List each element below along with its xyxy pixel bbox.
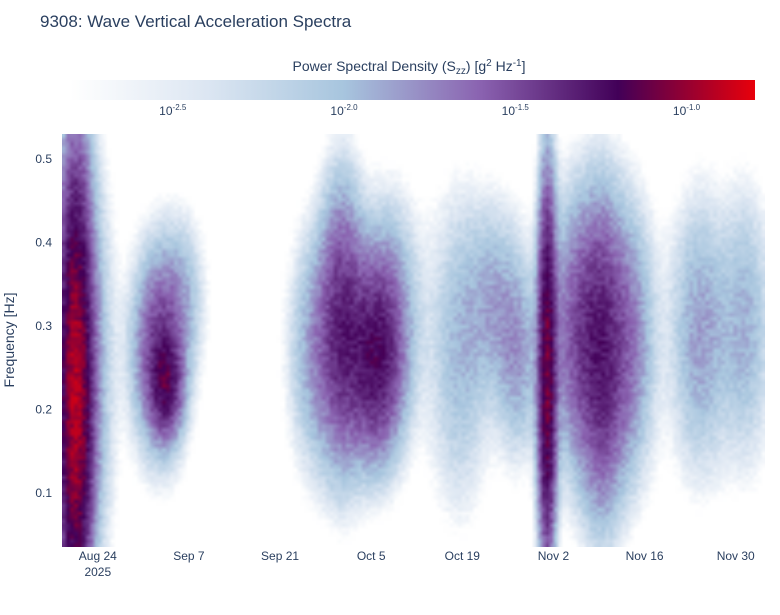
x-tick-label: Sep 7 — [173, 549, 205, 563]
x-tick-label: Sep 21 — [261, 549, 299, 563]
x-tick-label: Nov 16 — [626, 549, 664, 563]
x-tick-label: Oct 5 — [357, 549, 386, 563]
x-tick-label: Nov 30 — [717, 549, 755, 563]
y-tick-label: 0.3 — [35, 319, 52, 333]
colorbar-tick-label: 10-1.0 — [673, 103, 701, 118]
plot-area: 0.1 0.2 0.3 0.4 0.5 Aug 24 2025 Sep 7 Sep 21 Oct… — [1, 134, 765, 579]
colorbar: Power Spectral Density (Szz) [g2 Hz-1] 1… — [70, 58, 755, 118]
y-axis-label: Frequency [Hz] — [1, 293, 17, 388]
heatmap-image — [62, 134, 765, 547]
colorbar-gradient — [70, 80, 755, 100]
colorbar-tick-label: 10-2.5 — [159, 103, 187, 118]
x-tick-label: Aug 24 — [79, 549, 117, 563]
y-tick-label: 0.4 — [35, 235, 52, 249]
colorbar-ticks: 10-2.5 10-2.0 10-1.5 10-1.0 — [159, 103, 700, 118]
colorbar-title: Power Spectral Density (Szz) [g2 Hz-1] — [293, 58, 526, 77]
y-tick-label: 0.2 — [35, 402, 52, 416]
chart-title: 9308: Wave Vertical Acceleration Spectra — [40, 12, 352, 31]
y-tick-label: 0.5 — [35, 152, 52, 166]
x-tick-label: Nov 2 — [538, 549, 570, 563]
x-axis-ticks: Aug 24 2025 Sep 7 Sep 21 Oct 5 Oct 19 Nov 2 Nov… — [79, 549, 755, 579]
y-tick-label: 0.1 — [35, 486, 52, 500]
colorbar-tick-label: 10-1.5 — [502, 103, 530, 118]
x-tick-year-label: 2025 — [84, 565, 111, 579]
colorbar-tick-label: 10-2.0 — [330, 103, 358, 118]
y-axis-ticks: 0.1 0.2 0.3 0.4 0.5 — [35, 152, 52, 500]
x-tick-label: Oct 19 — [445, 549, 481, 563]
